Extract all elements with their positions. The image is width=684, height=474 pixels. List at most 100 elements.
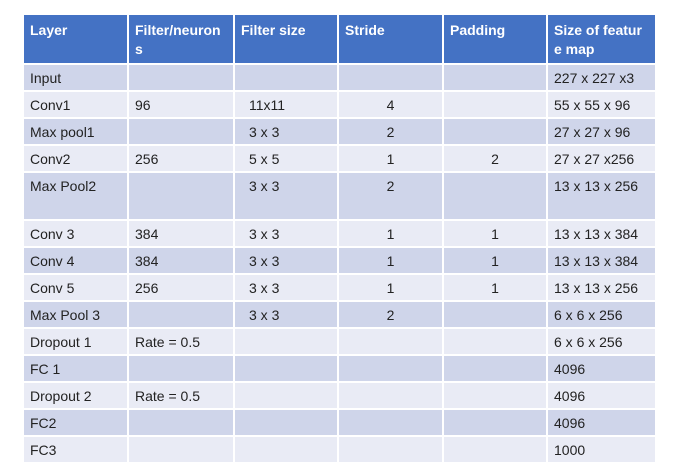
cell-filters: 256 [128, 145, 235, 173]
table-header: Layer Filter/neurons Filter size Stride … [24, 15, 655, 65]
cell-feature-map: 4096 [547, 355, 655, 383]
cell-filters: Rate = 0.5 [128, 382, 235, 410]
cell-padding: 1 [443, 274, 548, 302]
cell-stride: 1 [338, 220, 444, 248]
table-row: Dropout 2 Rate = 0.5 4096 [24, 382, 655, 410]
cell-filter-size: 3 x 3 [234, 274, 339, 302]
cell-feature-map: 4096 [547, 382, 655, 410]
table-row: Conv 5 256 3 x 3 1 1 13 x 13 x 256 [24, 274, 655, 302]
cell-feature-map: 13 x 13 x 384 [547, 247, 655, 275]
header-filters: Filter/neurons [128, 15, 235, 65]
cell-layer: Dropout 1 [24, 328, 129, 356]
cell-layer: Max Pool 3 [24, 301, 129, 329]
table-row: Conv 4 384 3 x 3 1 1 13 x 13 x 384 [24, 247, 655, 275]
cell-layer: Conv2 [24, 145, 129, 173]
cell-stride: 2 [338, 172, 444, 221]
cell-filters: 96 [128, 91, 235, 119]
table-row: Max pool1 3 x 3 2 27 x 27 x 96 [24, 118, 655, 146]
cell-filters: 384 [128, 220, 235, 248]
cell-stride [338, 436, 444, 464]
table-row: FC2 4096 [24, 409, 655, 437]
cell-filters [128, 436, 235, 464]
table-container: Layer Filter/neurons Filter size Stride … [24, 15, 655, 464]
cell-filter-size [234, 64, 339, 92]
header-filter-size: Filter size [234, 15, 339, 65]
cell-stride [338, 355, 444, 383]
cell-feature-map: 13 x 13 x 384 [547, 220, 655, 248]
cell-filter-size: 3 x 3 [234, 172, 339, 221]
cell-feature-map: 6 x 6 x 256 [547, 301, 655, 329]
cell-stride [338, 409, 444, 437]
cell-padding: 1 [443, 247, 548, 275]
cell-filters [128, 301, 235, 329]
cell-filter-size [234, 355, 339, 383]
cell-filters [128, 355, 235, 383]
cell-layer: Dropout 2 [24, 382, 129, 410]
cell-layer: Conv1 [24, 91, 129, 119]
cell-padding [443, 172, 548, 221]
cell-filter-size: 3 x 3 [234, 220, 339, 248]
table-row: Conv 3 384 3 x 3 1 1 13 x 13 x 384 [24, 220, 655, 248]
cell-layer: Conv 3 [24, 220, 129, 248]
cell-filter-size: 5 x 5 [234, 145, 339, 173]
header-stride: Stride [338, 15, 444, 65]
cell-padding: 2 [443, 145, 548, 173]
cell-feature-map: 13 x 13 x 256 [547, 274, 655, 302]
cell-layer: FC 1 [24, 355, 129, 383]
cell-layer: Max pool1 [24, 118, 129, 146]
table-row: Dropout 1 Rate = 0.5 6 x 6 x 256 [24, 328, 655, 356]
cell-stride: 4 [338, 91, 444, 119]
cell-filters: Rate = 0.5 [128, 328, 235, 356]
table-row: Max Pool 3 3 x 3 2 6 x 6 x 256 [24, 301, 655, 329]
cell-filter-size: 3 x 3 [234, 118, 339, 146]
cell-padding [443, 382, 548, 410]
cell-filters [128, 64, 235, 92]
table-row: FC3 1000 [24, 436, 655, 464]
header-row: Layer Filter/neurons Filter size Stride … [24, 15, 655, 65]
table-body: Input 227 x 227 x3 Conv1 96 11x11 4 55 x… [24, 64, 655, 464]
cell-stride: 2 [338, 118, 444, 146]
cell-filter-size [234, 382, 339, 410]
cell-stride: 1 [338, 274, 444, 302]
cell-layer: Conv 4 [24, 247, 129, 275]
cell-stride: 1 [338, 247, 444, 275]
cell-stride [338, 382, 444, 410]
cell-feature-map: 55 x 55 x 96 [547, 91, 655, 119]
cell-filters [128, 172, 235, 221]
cell-filter-size: 3 x 3 [234, 301, 339, 329]
cell-padding [443, 118, 548, 146]
cell-padding [443, 436, 548, 464]
cell-filter-size [234, 328, 339, 356]
alexnet-architecture-table: Layer Filter/neurons Filter size Stride … [24, 15, 655, 464]
cell-feature-map: 1000 [547, 436, 655, 464]
cell-stride: 2 [338, 301, 444, 329]
header-feature-map: Size of feature map [547, 15, 655, 65]
cell-padding [443, 328, 548, 356]
cell-filters: 384 [128, 247, 235, 275]
cell-layer: FC3 [24, 436, 129, 464]
cell-layer: Max Pool2 [24, 172, 129, 221]
cell-feature-map: 6 x 6 x 256 [547, 328, 655, 356]
cell-filter-size: 11x11 [234, 91, 339, 119]
table-row: Conv2 256 5 x 5 1 2 27 x 27 x256 [24, 145, 655, 173]
cell-padding: 1 [443, 220, 548, 248]
header-layer: Layer [24, 15, 129, 65]
cell-filter-size: 3 x 3 [234, 247, 339, 275]
cell-stride [338, 64, 444, 92]
cell-feature-map: 227 x 227 x3 [547, 64, 655, 92]
cell-layer: Conv 5 [24, 274, 129, 302]
table-row: Input 227 x 227 x3 [24, 64, 655, 92]
cell-padding [443, 91, 548, 119]
cell-feature-map: 27 x 27 x 96 [547, 118, 655, 146]
cell-padding [443, 301, 548, 329]
cell-feature-map: 4096 [547, 409, 655, 437]
cell-stride: 1 [338, 145, 444, 173]
cell-padding [443, 409, 548, 437]
cell-filters: 256 [128, 274, 235, 302]
cell-padding [443, 64, 548, 92]
table-row: FC 1 4096 [24, 355, 655, 383]
cell-stride [338, 328, 444, 356]
table-row: Max Pool2 3 x 3 2 13 x 13 x 256 [24, 172, 655, 221]
cell-feature-map: 13 x 13 x 256 [547, 172, 655, 221]
cell-layer: Input [24, 64, 129, 92]
